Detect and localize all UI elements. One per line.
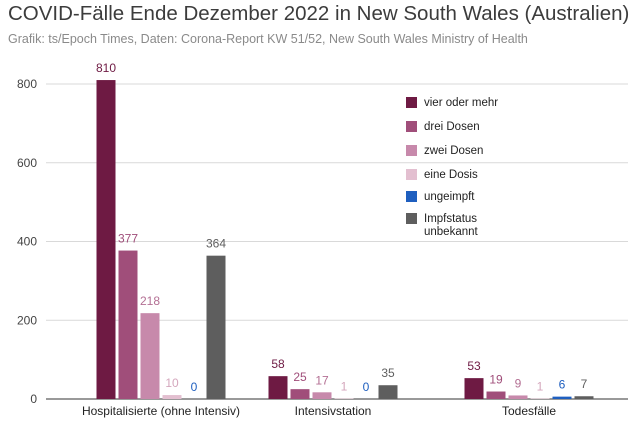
legend-label: ungeimpft: [424, 191, 475, 203]
legend-label: vier oder mehr: [424, 97, 498, 109]
data-label: 10: [165, 376, 179, 390]
legend-swatch: [406, 213, 417, 224]
legend-label: zwei Dosen: [424, 145, 483, 157]
bar: [464, 378, 484, 399]
chart-title: COVID-Fälle Ende Dezember 2022 in New So…: [8, 2, 630, 25]
data-label: 17: [315, 373, 329, 387]
y-tick-label: 600: [17, 156, 37, 170]
data-label: 7: [581, 377, 588, 391]
data-label: 1: [537, 380, 544, 394]
data-label: 19: [489, 373, 503, 387]
bar: [552, 396, 572, 399]
data-label: 9: [515, 376, 522, 390]
chart-subtitle: Grafik: ts/Epoch Times, Daten: Corona-Re…: [8, 32, 528, 46]
legend-label: Impfstatus unbekannt: [424, 213, 479, 238]
data-label: 0: [191, 380, 198, 394]
bar: [96, 80, 116, 399]
x-category-label: Todesfälle: [502, 404, 556, 418]
bar: [508, 395, 528, 399]
data-label: 218: [140, 294, 160, 308]
y-tick-label: 0: [30, 392, 37, 406]
data-label: 364: [206, 237, 226, 251]
data-label: 6: [559, 378, 566, 392]
bar: [574, 396, 594, 399]
data-label: 53: [467, 359, 481, 373]
data-label: 377: [118, 232, 138, 246]
bar: [268, 376, 288, 399]
data-label: 1: [341, 380, 348, 394]
legend-label: drei Dosen: [424, 121, 480, 133]
data-label: 35: [381, 366, 395, 380]
x-category-label: Intensivstation: [295, 404, 372, 418]
x-category-label: Hospitalisierte (ohne Intensiv): [82, 404, 240, 418]
legend-swatch: [406, 169, 417, 180]
bar: [206, 255, 226, 399]
legend-label: eine Dosis: [424, 169, 478, 181]
legend-swatch: [406, 191, 417, 202]
y-tick-label: 400: [17, 235, 37, 249]
data-label: 0: [363, 380, 370, 394]
y-tick-label: 200: [17, 313, 37, 327]
data-label: 810: [96, 61, 116, 75]
bar: [290, 389, 310, 399]
bar: [378, 385, 398, 399]
data-label: 25: [293, 370, 307, 384]
bar: [486, 391, 506, 399]
legend-swatch: [406, 97, 417, 108]
data-label: 58: [271, 357, 285, 371]
y-tick-label: 800: [17, 77, 37, 91]
legend-swatch: [406, 145, 417, 156]
bar: [140, 313, 160, 399]
bar: [312, 392, 332, 399]
bar: [118, 250, 138, 399]
legend-swatch: [406, 121, 417, 132]
bar: [162, 395, 182, 399]
